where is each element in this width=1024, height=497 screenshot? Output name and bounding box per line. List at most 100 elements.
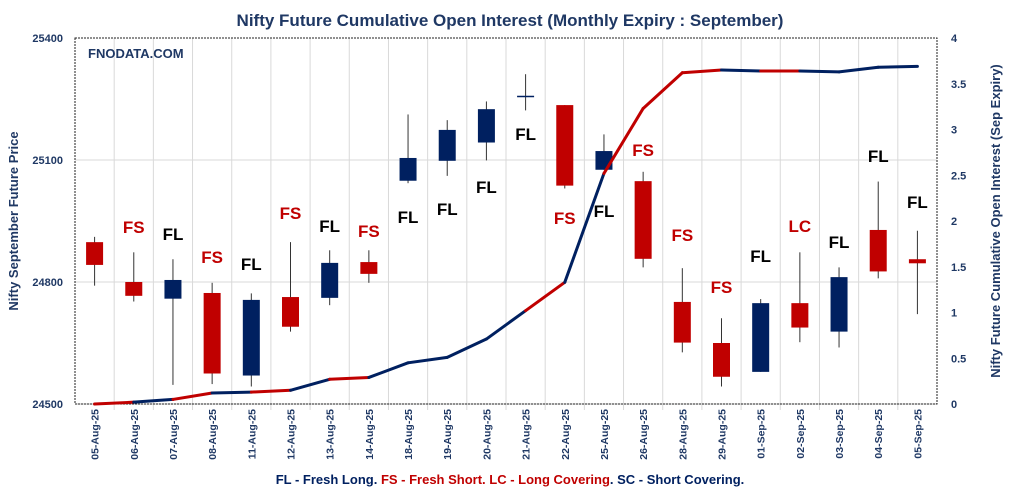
- oi-segment: [328, 375, 371, 381]
- oi-segment: [798, 69, 841, 74]
- candle-body: [791, 303, 809, 328]
- signal-label: FL: [868, 147, 889, 166]
- signal-label: FL: [163, 225, 184, 244]
- right-tick-label: 0: [951, 399, 957, 411]
- signal-label: FL: [829, 233, 850, 252]
- chart-title: Nifty Future Cumulative Open Interest (M…: [237, 11, 784, 30]
- oi-segment: [406, 355, 449, 365]
- legend-dot: .: [610, 472, 614, 487]
- signal-label: FL: [750, 247, 771, 266]
- candle-body: [477, 109, 495, 143]
- candle-body: [242, 299, 260, 376]
- x-tick-label: 05-Aug-25: [90, 409, 102, 460]
- signal-label: FL: [241, 255, 262, 274]
- candle-body: [86, 242, 104, 265]
- x-tick-label: 05-Sep-25: [912, 409, 924, 459]
- candle-body: [517, 95, 535, 98]
- watermark: FNODATA.COM: [88, 46, 184, 61]
- oi-segment: [445, 337, 488, 359]
- oi-segment: [837, 65, 880, 74]
- signal-label: FS: [123, 218, 145, 237]
- x-tick-label: 20-Aug-25: [481, 409, 493, 460]
- x-tick-label: 06-Aug-25: [129, 409, 141, 460]
- x-tick-label: 11-Aug-25: [246, 409, 258, 459]
- candle-body: [321, 262, 339, 298]
- oi-segment: [680, 68, 723, 75]
- right-tick-label: 3: [951, 125, 957, 137]
- legend-sc: SC - Short Covering.: [617, 472, 744, 487]
- left-tick-label: 24800: [32, 277, 63, 289]
- signal-label: FL: [437, 200, 458, 219]
- x-tick-label: 04-Sep-25: [873, 409, 885, 459]
- x-tick-label: 26-Aug-25: [638, 409, 650, 460]
- oi-segment: [602, 106, 645, 175]
- right-tick-label: 1: [951, 308, 957, 320]
- candle-body: [673, 301, 691, 343]
- left-axis: 24500 24800 25100 25400: [32, 33, 63, 411]
- legend-fs-lc: FS - Fresh Short. LC - Long Covering: [381, 472, 610, 487]
- x-tick-label: 22-Aug-25: [560, 409, 572, 460]
- x-tick-label: 03-Sep-25: [834, 409, 846, 459]
- signal-label: FL: [594, 202, 615, 221]
- x-tick-label: 12-Aug-25: [286, 409, 298, 460]
- right-axis-label: Nifty Future Cumulative Open Interest (S…: [988, 64, 1003, 378]
- candle-body: [399, 157, 417, 181]
- candles: [86, 74, 926, 387]
- oi-segment: [171, 391, 214, 401]
- candle-body: [556, 105, 574, 186]
- oi-segment: [210, 390, 253, 395]
- oi-segment: [641, 71, 684, 110]
- oi-segment: [367, 361, 410, 379]
- oi-segment: [720, 68, 763, 73]
- candle-body: [125, 282, 143, 296]
- candle-body: [203, 292, 221, 374]
- oi-segment: [249, 388, 292, 394]
- x-tick-label: 01-Sep-25: [756, 409, 768, 459]
- x-axis-labels: 05-Aug-25 06-Aug-25 07-Aug-25 08-Aug-25 11-A…: [90, 409, 925, 460]
- oi-line: [93, 64, 919, 406]
- signal-label: FS: [632, 141, 654, 160]
- left-tick-label: 25400: [32, 33, 63, 45]
- oi-segment: [93, 400, 136, 406]
- right-tick-label: 0.5: [951, 353, 966, 365]
- signal-label: FL: [398, 208, 419, 227]
- x-tick-label: 19-Aug-25: [442, 409, 454, 460]
- x-tick-label: 29-Aug-25: [717, 409, 729, 460]
- right-tick-label: 2.5: [951, 170, 966, 182]
- candle-body: [752, 303, 770, 372]
- oi-segment: [524, 280, 567, 313]
- candle-body: [830, 277, 848, 332]
- right-tick-label: 3.5: [951, 79, 966, 91]
- x-tick-label: 02-Sep-25: [795, 409, 807, 459]
- signal-labels: FS FL FS FL FS FL FS FL FL FL FL FS FL FS FS FS FL LC FL FL…: [123, 125, 928, 297]
- candle-body: [164, 279, 182, 299]
- right-tick-label: 2: [951, 216, 957, 228]
- candle-body: [360, 262, 378, 274]
- signal-label: FS: [201, 248, 223, 267]
- oi-segment: [876, 64, 919, 69]
- oi-segment: [563, 171, 606, 284]
- candle-body: [713, 343, 730, 377]
- signal-label: FS: [280, 204, 302, 223]
- signal-label: FL: [907, 193, 928, 212]
- x-tick-label: 13-Aug-25: [325, 409, 337, 460]
- candle-body: [282, 297, 299, 327]
- signal-label: LC: [789, 217, 812, 236]
- candle-body: [438, 129, 456, 161]
- x-tick-label: 21-Aug-25: [521, 409, 533, 460]
- x-tick-label: 14-Aug-25: [364, 409, 376, 460]
- signal-label: FS: [711, 278, 733, 297]
- x-tick-label: 28-Aug-25: [677, 409, 689, 460]
- signal-label: FL: [476, 178, 497, 197]
- candle-body: [908, 259, 926, 264]
- candle-body: [634, 181, 652, 259]
- oi-segment: [132, 397, 175, 404]
- x-tick-label: 18-Aug-25: [403, 409, 415, 460]
- left-tick-label: 25100: [32, 155, 63, 167]
- oi-segment: [484, 309, 528, 341]
- candle-body: [869, 229, 887, 272]
- left-tick-label: 24500: [32, 399, 63, 411]
- legend: FL - Fresh Long. FS - Fresh Short. LC - …: [276, 472, 745, 487]
- plot-border: [74, 37, 938, 405]
